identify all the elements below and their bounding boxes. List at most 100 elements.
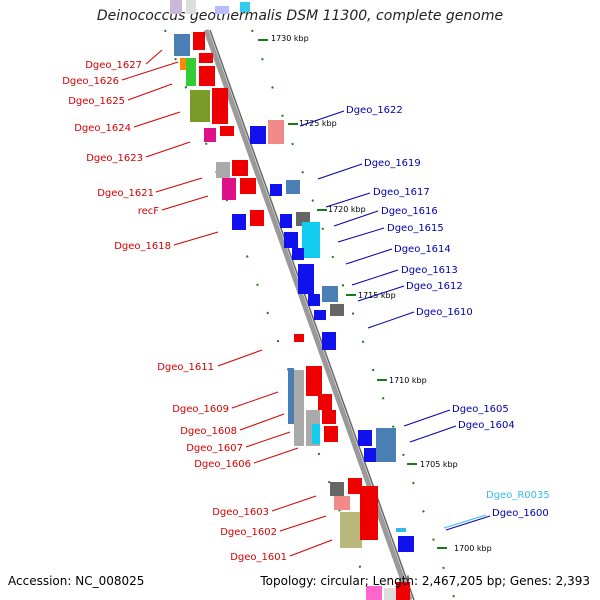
gene-label: Dgeo_1627: [85, 60, 142, 71]
gene-feature: [348, 478, 362, 494]
gene-label: Dgeo_1623: [86, 153, 143, 164]
leader-line: [325, 192, 371, 208]
gene-feature: [222, 178, 236, 200]
leader-line: [317, 163, 363, 180]
leader-line: [217, 349, 263, 367]
gene-feature: [280, 214, 292, 228]
leader-line: [443, 514, 487, 529]
gene-label: Dgeo_1618: [114, 241, 171, 252]
leader-line: [253, 447, 299, 464]
gene-feature: [322, 332, 336, 350]
gene-label: Dgeo_1602: [220, 527, 277, 538]
gene-label: Dgeo_1601: [230, 552, 287, 563]
gene-feature: [358, 430, 372, 446]
gene-label: Dgeo_1600: [492, 508, 549, 519]
leader-line: [121, 61, 179, 81]
gene-feature: [376, 428, 396, 462]
gene-feature: [298, 264, 314, 294]
gene-feature: [240, 178, 256, 194]
gene-label: Dgeo_1621: [97, 188, 154, 199]
gene-label: Dgeo_1606: [194, 459, 251, 470]
gene-label: Dgeo_1611: [157, 362, 214, 373]
gene-feature: [268, 120, 284, 144]
gene-feature: [288, 368, 294, 424]
gene-feature: [396, 528, 406, 532]
gene-feature: [314, 310, 326, 320]
leader-line: [145, 141, 191, 158]
gene-feature: [284, 232, 298, 248]
leader-line: [127, 83, 173, 101]
gene-feature: [364, 448, 378, 462]
gene-feature: [366, 586, 382, 600]
gene-feature: [384, 588, 396, 600]
leader-line: [279, 515, 327, 532]
gene-feature: [250, 210, 264, 226]
kbp-label: 1715 kbp: [358, 291, 396, 300]
gene-feature: [186, 0, 196, 14]
bottom-edge-features: [366, 582, 410, 600]
gene-feature: [306, 366, 322, 396]
gene-feature: [186, 58, 196, 86]
leader-line: [161, 195, 209, 211]
gene-feature: [360, 486, 378, 540]
right-leader-lines: [299, 110, 487, 529]
gene-feature: [324, 426, 338, 442]
gene-label: recF: [138, 206, 160, 217]
gene-feature: [240, 2, 250, 12]
gene-label: Dgeo_1619: [364, 158, 421, 169]
gene-feature: [193, 32, 205, 50]
gene-feature: [216, 162, 230, 178]
gene-feature: [190, 90, 210, 122]
gene-label: Dgeo_R0035: [486, 490, 550, 501]
gene-label: Dgeo_1605: [452, 404, 509, 415]
leader-line: [367, 311, 415, 329]
gene-feature: [215, 6, 229, 14]
genome-backbone-shadow: [209, 29, 415, 600]
gene-feature: [398, 536, 414, 552]
gene-feature: [330, 304, 344, 316]
leader-line: [155, 177, 203, 193]
gene-label: Dgeo_1604: [458, 420, 515, 431]
leader-line: [245, 431, 291, 448]
leader-line: [239, 413, 285, 431]
right-strand-features: [250, 120, 414, 552]
kbp-label: 1700 kbp: [454, 544, 492, 553]
gene-feature: [170, 0, 182, 14]
leader-line: [409, 425, 457, 443]
gene-feature: [334, 496, 350, 510]
gene-label: Dgeo_1624: [74, 123, 131, 134]
gene-label: Dgeo_1614: [394, 244, 451, 255]
kbp-label: 1725 kbp: [299, 119, 337, 128]
gene-label: Dgeo_1615: [387, 223, 444, 234]
left-leader-lines: [121, 49, 333, 557]
gene-feature: [250, 126, 266, 144]
kbp-label: 1710 kbp: [389, 376, 427, 385]
gene-feature: [322, 410, 336, 424]
leader-line: [345, 248, 393, 265]
gene-feature: [286, 180, 300, 194]
gene-label: Dgeo_1603: [212, 507, 269, 518]
gene-feature: [318, 394, 332, 410]
gene-feature: [396, 582, 410, 600]
genome-title: Deinococcus geothermalis DSM 11300, comp…: [96, 8, 504, 24]
gene-label: Dgeo_1626: [62, 76, 119, 87]
leader-line: [271, 495, 317, 512]
kbp-label: 1730 kbp: [271, 34, 309, 43]
leader-line: [337, 227, 385, 243]
gene-label: Dgeo_1609: [172, 404, 229, 415]
kbp-label: 1705 kbp: [420, 460, 458, 469]
left-gene-labels: Dgeo_1627 Dgeo_1626 Dgeo_1625 Dgeo_1624 …: [62, 60, 287, 563]
gene-feature: [199, 53, 213, 63]
kbp-label: 1720 kbp: [328, 205, 366, 214]
gene-feature: [199, 66, 215, 86]
gene-feature: [322, 286, 338, 302]
genome-summary-text: Topology: circular; Length: 2,467,205 bp…: [260, 574, 590, 588]
gene-feature: [232, 160, 248, 176]
gene-label: Dgeo_1612: [406, 281, 463, 292]
gene-feature: [174, 34, 190, 56]
gene-feature: [220, 126, 234, 136]
gene-feature: [312, 424, 320, 444]
leader-line: [173, 231, 219, 246]
